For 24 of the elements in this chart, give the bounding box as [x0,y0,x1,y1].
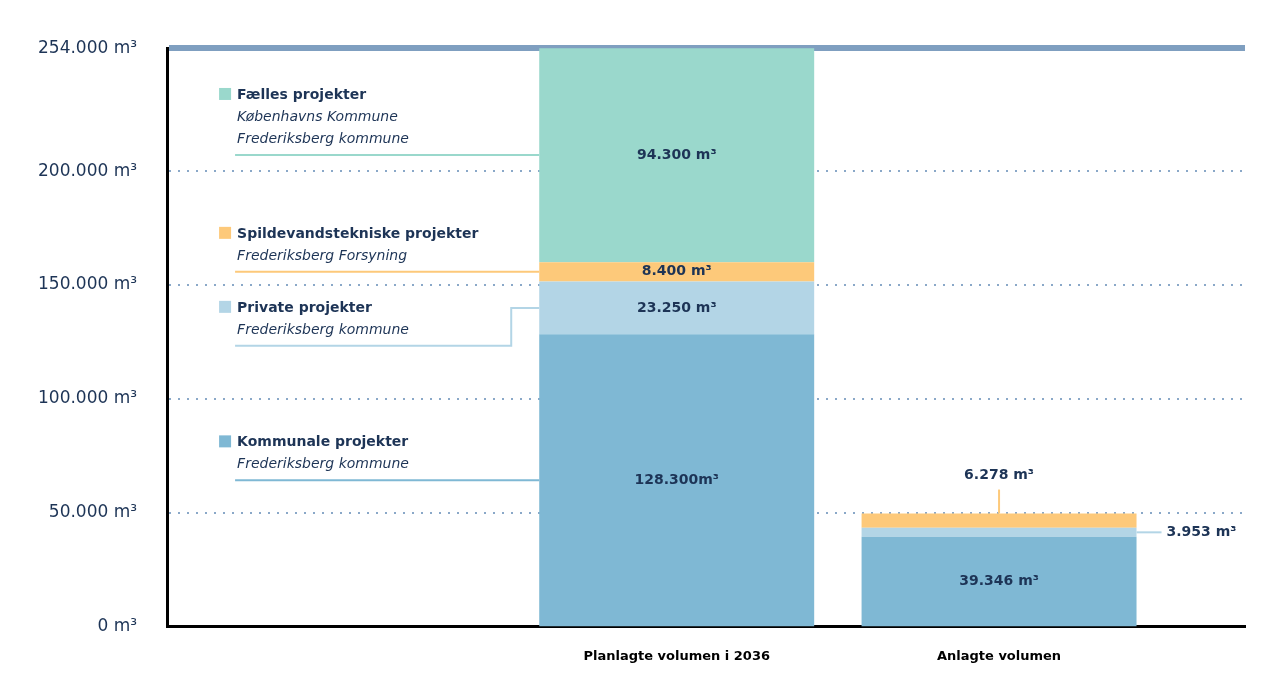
x-tick-label: Anlagte volumen [936,647,1062,663]
annotation: Frederiksberg kommune [237,455,409,472]
y-tick-label: 254.000 m³ [38,36,138,57]
legend-label: Fælles projekter [237,85,367,102]
annotation: Københavns Kommune Frederiksberg kommune [237,107,409,146]
legend-label: Spildevandstekniske projekter [237,224,479,241]
x-tick-label: Planlagte volumen i 2036 [583,647,770,663]
data-label: 94.300 m³ [636,145,717,162]
data-label: 39.346 m³ [959,572,1039,589]
y-tick-label: 150.000 m³ [38,273,138,294]
y-tick-label: 0 m³ [97,614,138,635]
data-label: 3.953 m³ [1166,522,1237,539]
y-tick-label: 100.000 m³ [38,387,138,408]
legend-label: Kommunale projekter [237,433,409,450]
legend-label: Private projekter [237,298,373,315]
annotation: Frederiksberg Forsyning [237,246,408,263]
data-label: 23.250 m³ [636,298,717,315]
data-label: 8.400 m³ [641,262,712,279]
bar [861,536,1137,627]
y-tick-label: 50.000 m³ [48,501,138,521]
data-label: 128.300m³ [634,471,719,488]
data-label: 6.278 m³ [964,466,1034,483]
annotation: Frederiksberg kommune [237,320,409,337]
y-tick-label: 200.000 m³ [38,159,138,180]
